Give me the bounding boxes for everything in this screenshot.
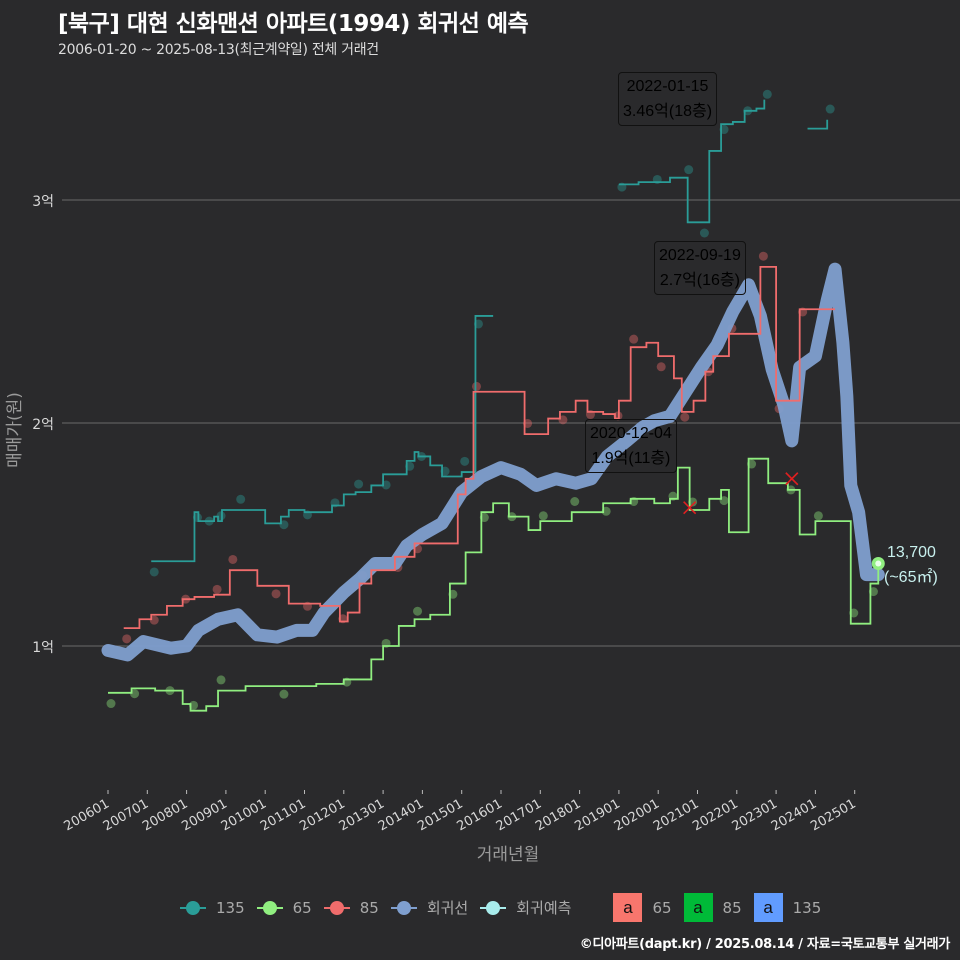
- legend-key-icon: [480, 900, 507, 915]
- scatter-point: [570, 496, 580, 506]
- legend-item-85: 85: [323, 898, 379, 917]
- legend-label: 85: [722, 898, 742, 917]
- y-tick-label: 1억: [32, 640, 54, 656]
- scatter-point: [271, 589, 281, 599]
- annotation-2020-12-04: 2020-12-04 1.9억(11층): [585, 419, 677, 473]
- line-65: [108, 457, 880, 712]
- legend-item-prediction: 회귀예측: [480, 897, 571, 918]
- legend-label: 65: [652, 898, 672, 917]
- annotation-2022-01-15: 2022-01-15 3.46억(18층): [618, 72, 718, 126]
- legend-key-icon: [180, 900, 206, 915]
- scatter-point: [758, 251, 768, 261]
- scatter-point: [699, 228, 709, 238]
- prediction-point-core: [875, 560, 882, 567]
- legend-label-boxes: a 65 a 85 a 135: [613, 893, 833, 922]
- scatter-point: [813, 511, 823, 521]
- legend-key-icon: [323, 900, 350, 915]
- scatter-point: [825, 104, 835, 114]
- annotation-2022-09-19: 2022-09-19 2.7억(16층): [654, 241, 746, 295]
- legend-swatch-135: a: [753, 893, 783, 922]
- line-85: [123, 265, 836, 630]
- scatter-point: [629, 334, 639, 344]
- scatter-point: [538, 511, 548, 521]
- legend-item-regression: 회귀선: [390, 897, 469, 918]
- legend-swatch-65: a: [613, 893, 643, 922]
- annotation-date: 2020-12-04: [590, 425, 672, 442]
- scatter-point: [216, 675, 226, 685]
- scatter-point: [762, 89, 772, 99]
- prediction-area: (~65㎡): [884, 569, 938, 586]
- legend-key-icon: [390, 900, 417, 915]
- prediction-area-label: (~65㎡): [884, 566, 938, 590]
- scatter-point: [149, 567, 159, 577]
- legend-label: 회귀예측: [516, 899, 572, 917]
- gridlines: [62, 199, 960, 647]
- legend-swatch-85: a: [683, 893, 713, 922]
- legend-label: 85: [359, 898, 379, 917]
- scatter-point: [460, 456, 470, 466]
- scatter-point: [354, 479, 364, 489]
- scatter-point: [279, 689, 289, 699]
- line-135: [807, 119, 829, 130]
- annotation-value: 3.46억(18층): [623, 103, 713, 120]
- legend-key-icon: [256, 900, 283, 915]
- prediction-value: 13,700: [887, 544, 936, 561]
- y-tick-label: 2억: [32, 417, 54, 433]
- chart-subtitle: 2006-01-20 ~ 2025-08-13(최근계약일) 전체 거래건: [58, 42, 379, 58]
- annotation-value: 2.7억(16층): [659, 272, 740, 289]
- legend-label: 회귀선: [426, 899, 469, 917]
- chart-title: [북구] 대현 신화맨션 아파트(1994) 회귀선 예측: [58, 11, 529, 37]
- legend-item-65: 65: [256, 898, 312, 917]
- scatter-point: [413, 606, 423, 616]
- legend-label: 135: [216, 898, 245, 917]
- scatter-point: [680, 412, 690, 422]
- scatter-point: [656, 362, 666, 372]
- scatter-point: [236, 494, 246, 504]
- y-axis-label: 매매가(원): [5, 392, 25, 468]
- scatter-point: [471, 381, 481, 391]
- y-tick-label: 3억: [32, 194, 54, 210]
- scatter-point: [228, 554, 238, 564]
- legend-label: 65: [292, 898, 312, 917]
- cancelled-x-icon: [683, 501, 697, 515]
- scatter-point: [684, 165, 694, 175]
- x-tick-label: 202501: [808, 796, 858, 834]
- legend-label: 135: [792, 898, 822, 917]
- legend-item-135: 135: [180, 899, 245, 917]
- footer-credit: ©디아파트(dapt.kr) / 2025.08.14 / 자료=국토교통부 실…: [579, 937, 951, 952]
- scatter-point: [106, 699, 116, 709]
- cancelled-x-icon: [785, 472, 799, 486]
- x-axis: 2006012007012008012009012010012011012012…: [62, 790, 859, 834]
- legend: 135 65 85 회귀선 회귀예측 a 65 a 85 a 135: [180, 893, 833, 922]
- x-axis-label: 거래년월: [477, 845, 540, 865]
- scatter-point: [122, 634, 132, 644]
- annotation-value: 1.9억(11층): [591, 450, 671, 467]
- series-lines: [101, 99, 885, 712]
- annotation-date: 2022-09-19: [659, 247, 741, 264]
- prediction-label: 13,700: [887, 541, 936, 565]
- regression-line: [101, 262, 885, 662]
- y-axis: 1억 2억 3억: [32, 194, 54, 656]
- annotation-date: 2022-01-15: [626, 78, 709, 95]
- markers: [683, 472, 885, 570]
- scatter-point: [212, 584, 222, 594]
- line-135: [618, 99, 766, 224]
- line-135: [151, 315, 494, 563]
